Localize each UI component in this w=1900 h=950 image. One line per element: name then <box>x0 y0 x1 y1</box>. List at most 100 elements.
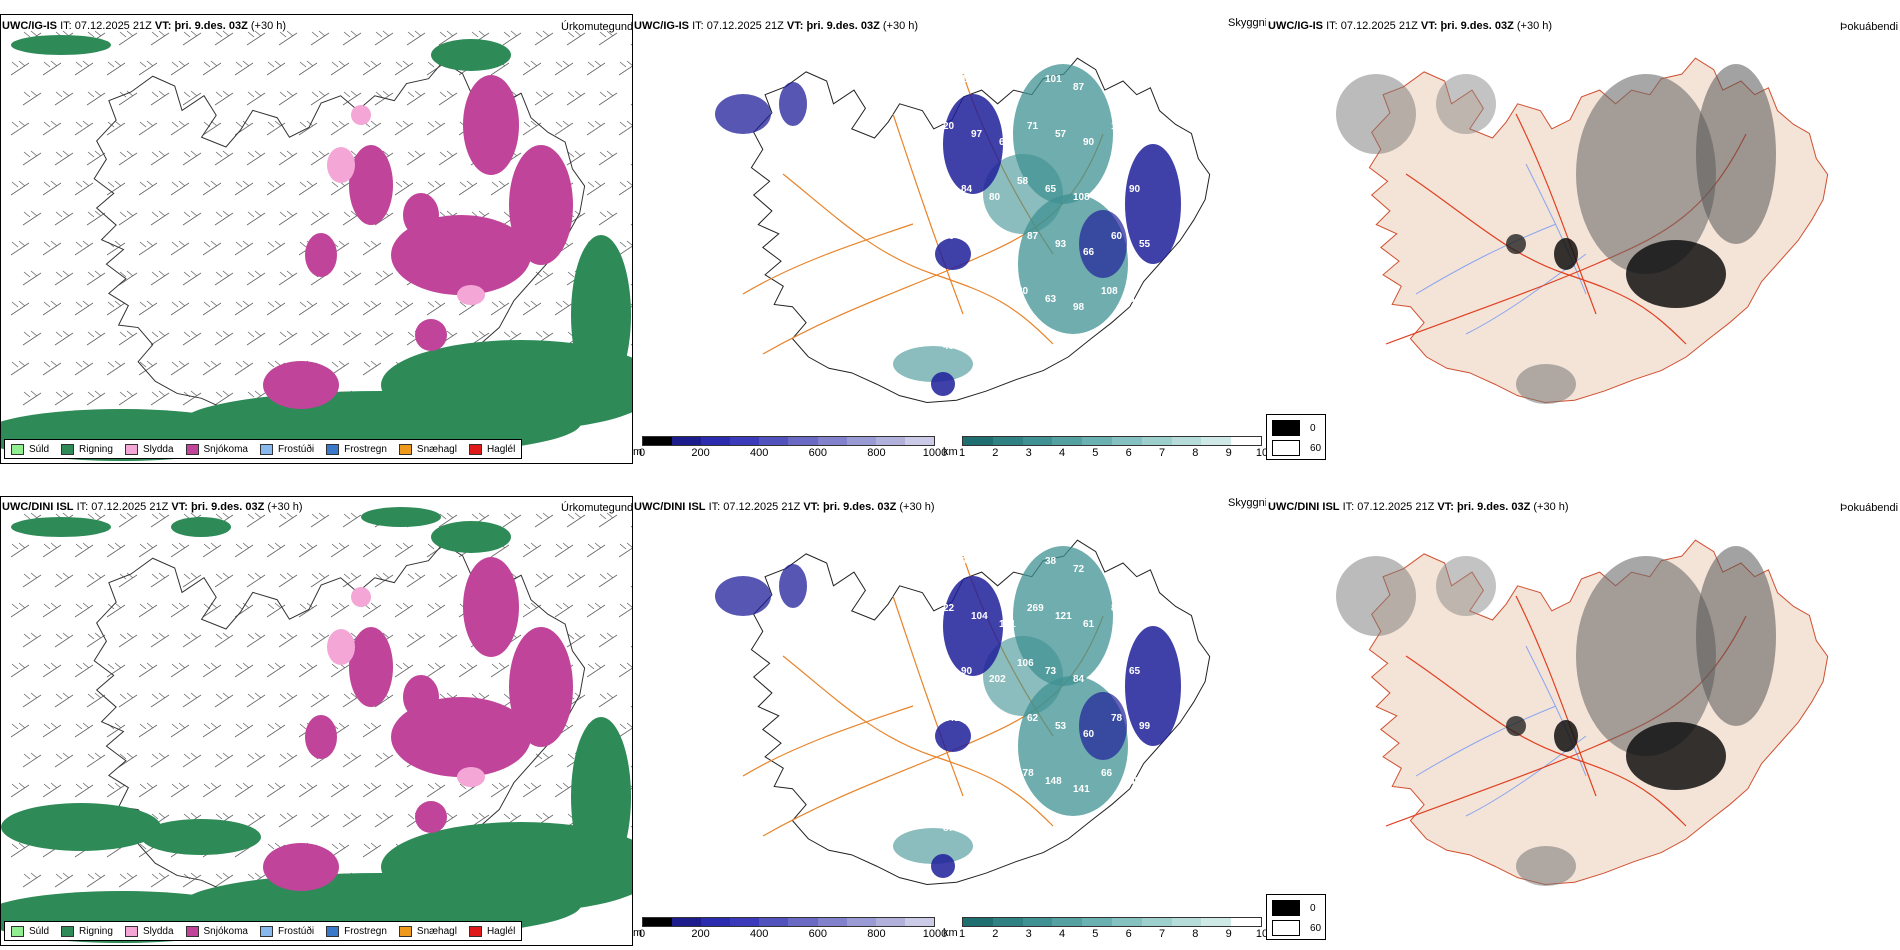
visibility-value-label: 487 <box>943 341 960 352</box>
visibility-value-label: 126 <box>971 721 988 732</box>
precip-legend-item: Snjókoma <box>185 443 248 455</box>
rain-area <box>571 235 631 395</box>
colorbar-cells <box>962 917 1262 927</box>
precip-legend-row2: Súld Rigning Slydda Snjókoma Frostúði Frostre… <box>4 921 523 941</box>
blue-visibility-area <box>1125 144 1181 264</box>
legend-label: 60 <box>1310 442 1322 454</box>
low-cloud-shading <box>1506 234 1526 254</box>
visibility-value-label: 93 <box>1055 239 1067 250</box>
precip-legend-item: Rigning <box>61 925 113 937</box>
visibility-value-label: 178 <box>1017 768 1034 779</box>
legend-swatch <box>61 443 75 455</box>
visibility-value-label: 72 <box>1073 564 1085 575</box>
panel-title-visibility: Skyggni <box>1228 17 1268 29</box>
fog-map-row1 <box>1336 57 1829 404</box>
precip-legend-item: Frostregn <box>326 443 387 455</box>
it-time: 07.12.2025 21Z <box>91 501 169 513</box>
legend-swatch <box>185 443 199 455</box>
visibility-value-label: 62 <box>1027 713 1039 724</box>
it-time: 07.12.2025 21Z <box>74 20 152 32</box>
vt-label: VT: <box>1420 20 1438 32</box>
colorbar-tick-label: 9 <box>1225 447 1232 459</box>
precip-legend-item: Frostúði <box>259 443 314 455</box>
colorbar-tick-label: 9 <box>1225 928 1232 940</box>
colorbar-cell <box>643 918 673 926</box>
vt-time: þri. 9.des. 03Z <box>190 501 265 513</box>
header-row2-precip: UWC/DINI ISL IT: 07.12.2025 21Z VT: þri.… <box>2 501 303 514</box>
sleet-area <box>457 285 485 305</box>
visibility-value-label: 121 <box>1055 611 1072 622</box>
legend-label: Haglél <box>486 925 516 937</box>
colorbar-tick-label: 4 <box>1058 928 1066 940</box>
colorbar-cell <box>992 437 1023 445</box>
lead-time: (+30 h) <box>1516 20 1553 32</box>
vt-time: þri. 9.des. 03Z <box>806 20 880 32</box>
it-label: IT: <box>1326 20 1338 32</box>
precip-legend-item: Haglél <box>468 443 515 455</box>
lead-time: (+30 h) <box>882 20 919 32</box>
colorbar-tick-label: 1000 <box>922 447 948 459</box>
rain-area <box>571 717 631 877</box>
legend-label: 0 <box>1310 422 1316 434</box>
colorbar-tick-label: 800 <box>867 447 886 459</box>
visibility-value-label: 12 <box>999 357 1011 368</box>
colorbar-tick-label: 6 <box>1125 447 1132 459</box>
colorbar-cell <box>1201 918 1232 926</box>
visibility-value-label: 78 <box>1111 713 1123 724</box>
precip-legend-row1: Súld Rigning Slydda Snjókoma Frostúði Frostre… <box>4 439 523 459</box>
precip-legend-item: Slydda <box>124 925 174 937</box>
snow-area <box>349 627 393 707</box>
vt-label: VT: <box>1437 501 1454 513</box>
snow-area <box>403 675 439 719</box>
visibility-value-label: 96 <box>933 548 945 559</box>
vis-km-colorbar-row1: 1 2 3 4 5 6 7 8 9 10 <box>959 436 1268 460</box>
visibility-value-label: 82 <box>933 658 945 669</box>
visibility-value-label: 104 <box>971 611 988 622</box>
it-time: 07.12.2025 21Z <box>723 501 801 513</box>
precip-legend-item: Snjókoma <box>185 925 248 937</box>
vt-time: þri. 9.des. 03Z <box>174 20 248 32</box>
legend-swatch <box>398 925 412 937</box>
visibility-value-label: 99 <box>1139 721 1151 732</box>
snow-area <box>463 75 519 175</box>
vt-time: þri. 9.des. 03Z <box>822 501 897 513</box>
colorbar-cell <box>817 918 847 926</box>
precip-legend-item: Frostúði <box>259 925 315 937</box>
blue-visibility-area <box>935 238 971 270</box>
vis-km-colorbar-row2: 1 2 3 4 5 6 7 8 9 10 <box>959 917 1268 941</box>
visibility-value-label: 90 <box>1083 137 1095 148</box>
visibility-value-label: 269 <box>1027 603 1044 614</box>
visibility-value-label: 95 <box>1101 548 1113 559</box>
precip-legend-item: Slydda <box>124 443 174 455</box>
sleet-area <box>327 629 355 665</box>
vis-km-unit: km <box>943 927 958 939</box>
colorbar-tick-label: 6 <box>1125 928 1132 940</box>
vt-time: þri. 9.des. 03Z <box>1456 501 1531 513</box>
colorbar-cell <box>701 918 731 926</box>
visibility-value-label: 95 <box>1101 66 1113 77</box>
rain-area <box>431 521 511 553</box>
colorbar-ticks: 1 2 3 4 5 6 7 8 9 10 <box>959 927 1268 941</box>
visibility-value-label: 278 <box>971 239 988 250</box>
visibility-value-label: 72 <box>1017 66 1029 77</box>
colorbar-tick-label: 800 <box>867 928 886 940</box>
visibility-value-label: 80 <box>989 192 1001 203</box>
colorbar-cell <box>1052 437 1083 445</box>
colorbar-cell <box>1171 437 1202 445</box>
visibility-value-label: 73 <box>1045 666 1057 677</box>
colorbar-tick-label: 4 <box>1058 447 1066 459</box>
colorbar-tick-label: 400 <box>750 928 769 940</box>
colorbar-cell <box>846 437 876 445</box>
visibility-value-label: 56 <box>943 231 955 242</box>
visibility-value-label: 58 <box>1139 129 1151 140</box>
visibility-value-label: 141 <box>943 713 960 724</box>
blue-visibility-area <box>1125 626 1181 746</box>
snow-area <box>263 843 339 891</box>
model-name: UWC/DINI ISL <box>634 501 706 513</box>
legend-label: Frostúði <box>277 925 315 937</box>
colorbar-cell <box>875 918 905 926</box>
colorbar-cell <box>1022 437 1053 445</box>
sleet-area <box>457 767 485 787</box>
legend-label: Frostregn <box>344 443 387 455</box>
lead-time: (+30 h) <box>250 20 287 32</box>
